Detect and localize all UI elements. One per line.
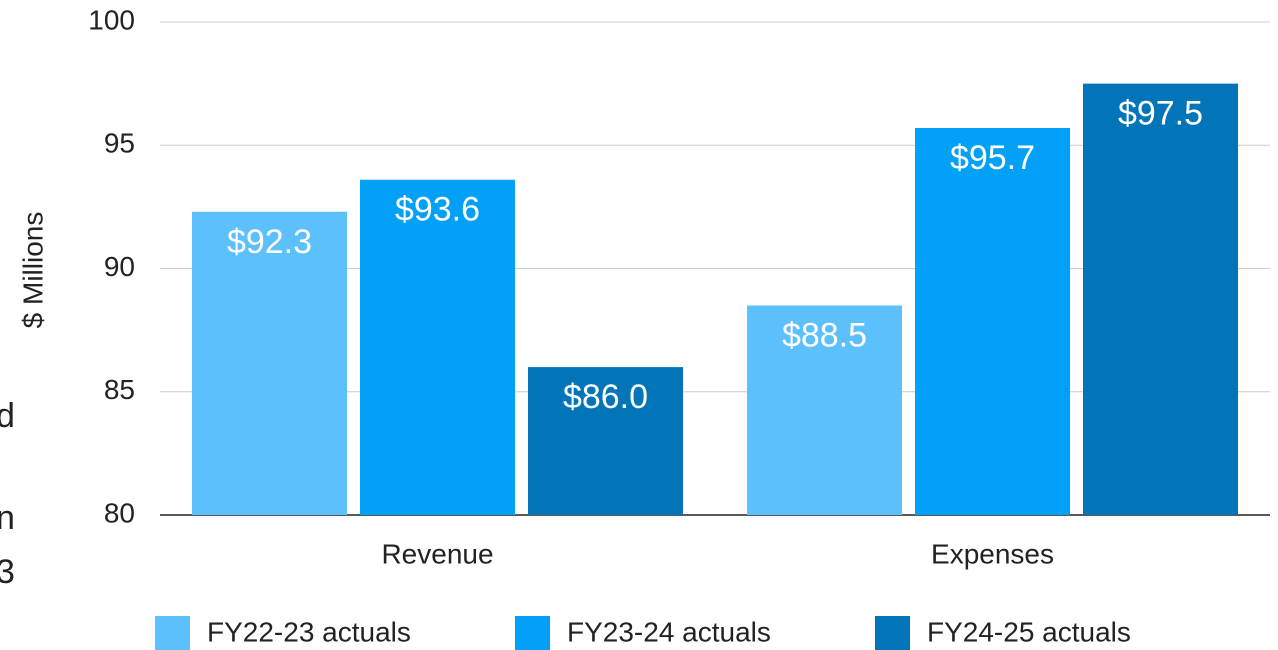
bar [528,367,683,515]
data-label: $86.0 [563,378,648,416]
bar [1083,83,1238,515]
bar [360,179,515,515]
bar [192,211,347,515]
data-label: $95.7 [950,139,1035,177]
y-tick-label: 100 [88,4,135,35]
data-label: $88.5 [782,316,867,354]
y-axis-label: $ Millions [17,212,48,329]
legend-swatch [875,616,910,650]
y-tick-label: 90 [104,251,135,282]
x-tick-label: Expenses [931,538,1054,569]
legend-label: FY24-25 actuals [927,616,1131,647]
y-tick-label: 95 [104,128,135,159]
legend-swatch [155,616,190,650]
data-label: $97.5 [1118,95,1203,133]
bar [747,305,902,515]
data-label: $93.6 [395,191,480,229]
x-tick-label: Revenue [381,538,493,569]
bar [915,127,1070,516]
legend-label: FY22-23 actuals [207,616,411,647]
side-text: n [0,499,15,537]
data-label: $92.3 [227,223,312,261]
legend-label: FY23-24 actuals [567,616,771,647]
legend-swatch [515,616,550,650]
y-tick-label: 85 [104,374,135,405]
side-text: d [0,397,15,435]
y-tick-label: 80 [104,497,135,528]
side-text: 3 [0,553,15,591]
